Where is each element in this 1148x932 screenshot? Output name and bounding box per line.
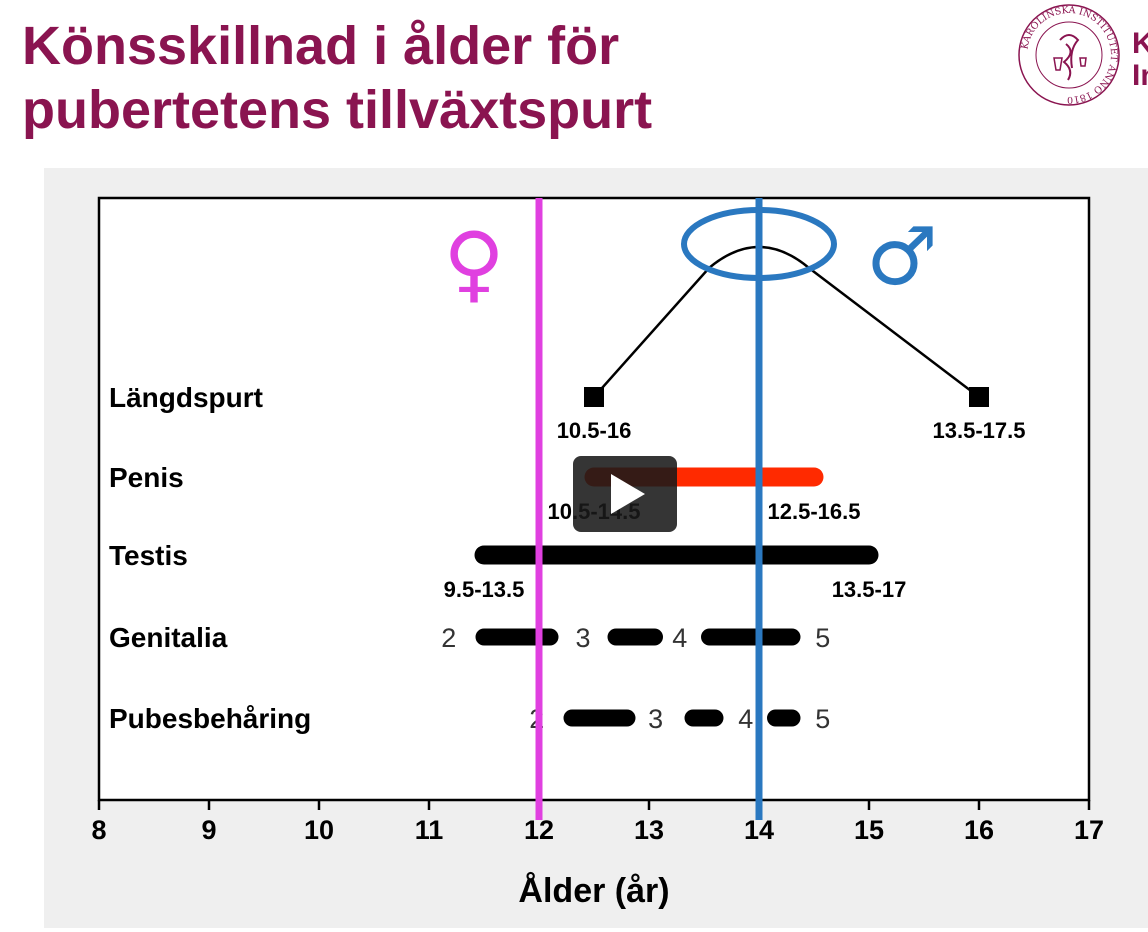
stage-label: 4 (672, 623, 687, 653)
stage-label: 4 (738, 704, 753, 734)
stage-label: 5 (815, 704, 830, 734)
peak-highlight-ellipse (681, 207, 837, 281)
range-label: 13.5-17.5 (933, 418, 1026, 443)
range-label: 12.5-16.5 (768, 499, 861, 524)
growth-spurt-start-marker (584, 387, 604, 407)
logo-text-line2: In (1132, 59, 1148, 92)
row-label: Penis (109, 462, 184, 493)
row-label: Längdspurt (109, 382, 263, 413)
x-tick-label: 13 (634, 815, 664, 845)
stage-label: 2 (441, 623, 456, 653)
x-tick-label: 15 (854, 815, 884, 845)
stage-label: 3 (648, 704, 663, 734)
x-tick-label: 9 (201, 815, 216, 845)
stage-label: 5 (815, 623, 830, 653)
play-button[interactable] (573, 456, 677, 532)
stage-label: 3 (575, 623, 590, 653)
karolinska-logo: KAROLINSKA INSTITUTET ANNO 1810 (1018, 4, 1120, 106)
row-label: Testis (109, 540, 188, 571)
logo-text-line1: K (1132, 27, 1148, 60)
x-axis-label: Ålder (år) (518, 872, 669, 910)
slide-title-line2: pubertetens tillväxtspurt (22, 80, 653, 140)
chart-panel: 8 9 10 11 12 13 14 15 16 17 Längdspurt 10.5-16 13.5… (44, 168, 1148, 928)
row-label: Genitalia (109, 622, 228, 653)
x-tick-label: 16 (964, 815, 994, 845)
x-tick-label: 8 (91, 815, 106, 845)
x-tick-label: 17 (1074, 815, 1104, 845)
range-label: 13.5-17 (832, 577, 907, 602)
x-tick-label: 11 (415, 815, 444, 845)
x-tick-label: 10 (304, 815, 334, 845)
slide-title-line1: Könsskillnad i ålder för (22, 16, 620, 76)
range-label: 9.5-13.5 (444, 577, 525, 602)
slide-title: Könsskillnad i ålder för pubertetens til… (22, 14, 652, 142)
growth-spurt-end-marker (969, 387, 989, 407)
male-symbol: ♂ (866, 210, 938, 303)
range-label: 10.5-16 (557, 418, 632, 443)
female-symbol: ♀ (443, 214, 505, 312)
logo-text: K In (1132, 28, 1148, 92)
row-label: Pubesbehåring (109, 703, 311, 734)
play-icon (611, 474, 645, 514)
